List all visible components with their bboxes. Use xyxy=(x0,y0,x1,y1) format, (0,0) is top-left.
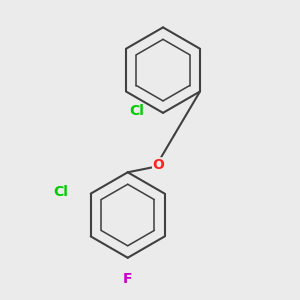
Text: F: F xyxy=(123,272,133,286)
Text: Cl: Cl xyxy=(129,104,144,118)
Text: Cl: Cl xyxy=(53,185,68,199)
Text: O: O xyxy=(153,158,164,172)
